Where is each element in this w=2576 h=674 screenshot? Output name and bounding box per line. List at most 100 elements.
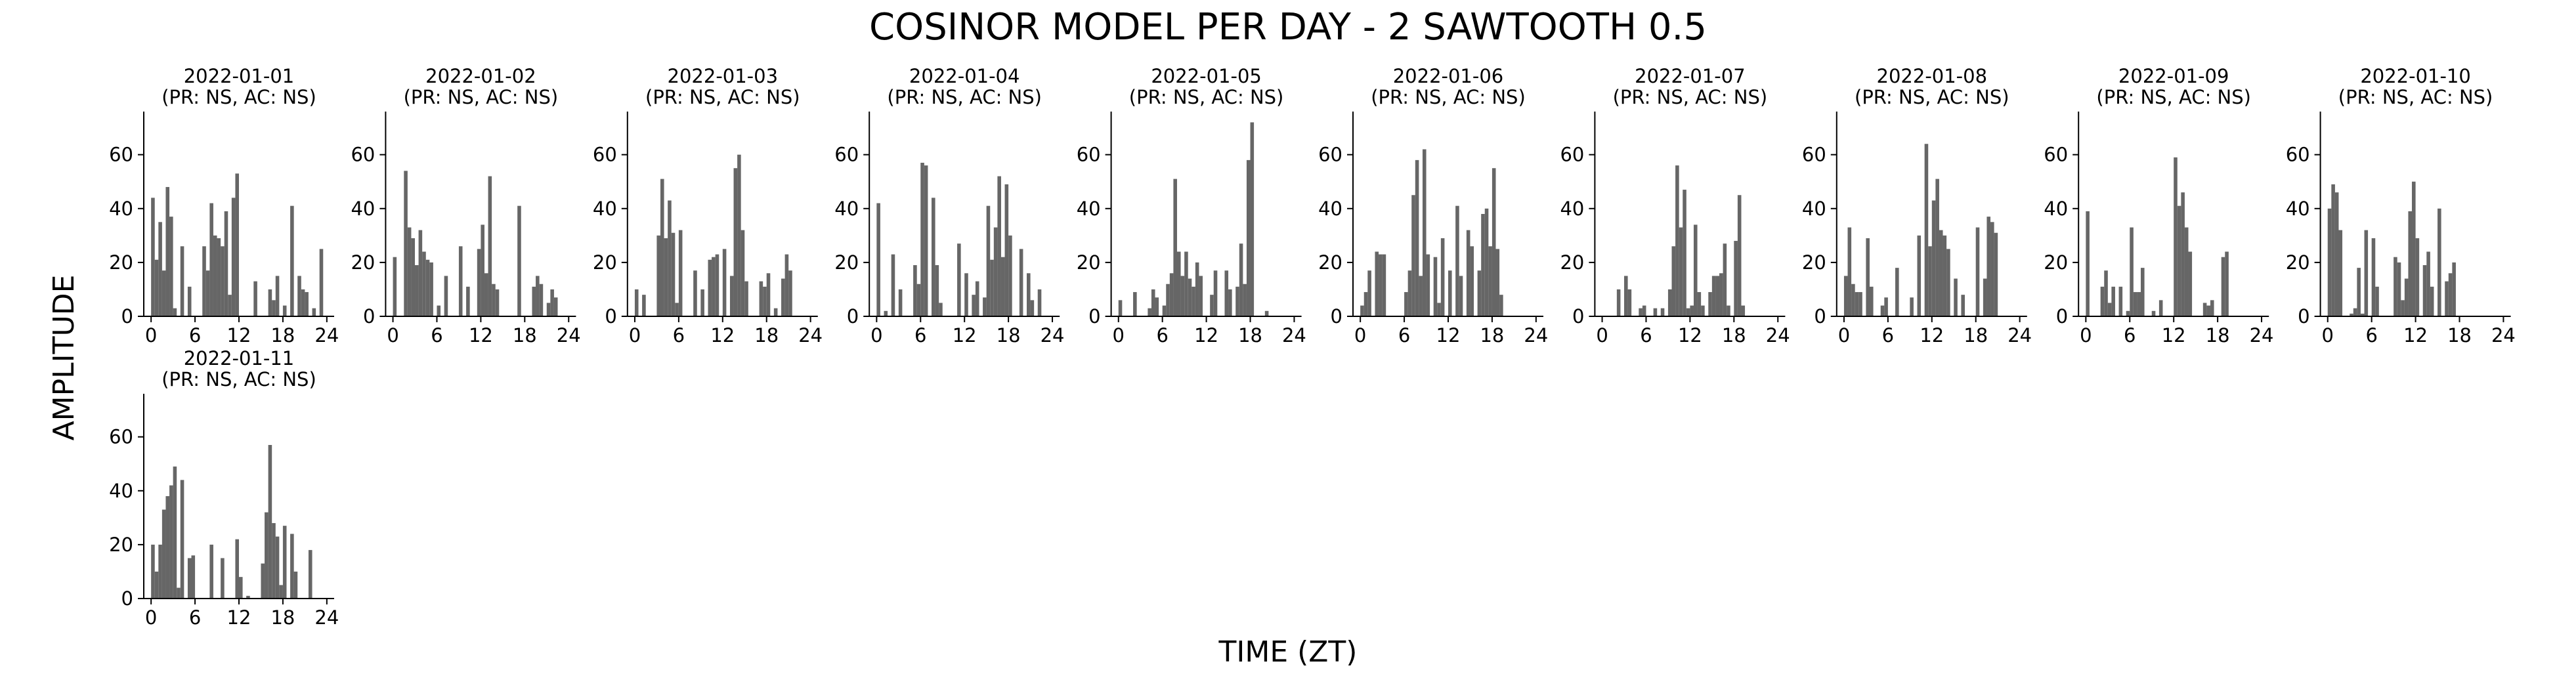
- bar: [1195, 262, 1199, 316]
- bar: [957, 243, 961, 316]
- bar: [1162, 305, 1167, 316]
- bar: [916, 284, 921, 316]
- bar: [2202, 303, 2207, 316]
- bar: [161, 509, 166, 599]
- x-tick-label: 6: [189, 606, 201, 629]
- bar: [202, 246, 206, 316]
- bar: [733, 168, 738, 316]
- bar: [1213, 270, 1218, 316]
- bar: [297, 276, 301, 316]
- bar: [972, 295, 976, 316]
- bar: [2206, 305, 2210, 316]
- bar: [2210, 300, 2214, 316]
- x-tick-label: 24: [314, 606, 339, 629]
- panel-2022-01-10: 2022-01-10(PR: NS, AC: NS) 0 6 12 18 24 0 20 40 6…: [2286, 65, 2516, 347]
- y-tick-label: 0: [847, 305, 859, 327]
- y-tick-label: 40: [109, 480, 133, 502]
- bar: [1173, 179, 1177, 316]
- bar: [1246, 159, 1251, 316]
- bar: [312, 308, 316, 316]
- bar: [158, 544, 162, 599]
- x-tick-label: 24: [798, 324, 823, 347]
- bar: [437, 305, 441, 316]
- bar: [1983, 278, 1987, 316]
- x-tick-label: 6: [189, 324, 201, 347]
- bar: [1433, 257, 1438, 316]
- bar: [1616, 289, 1621, 316]
- bar: [2422, 265, 2427, 316]
- bar: [1994, 232, 1998, 316]
- panel-date-title: 2022-01-10: [2360, 65, 2471, 87]
- x-tick-label: 24: [2007, 324, 2032, 347]
- bar: [1180, 276, 1185, 316]
- bar: [1239, 243, 1243, 316]
- panels-group: 2022-01-01(PR: NS, AC: NS)0 6 12 18 24020406…: [109, 65, 2516, 629]
- panel-2022-01-11: 2022-01-11(PR: NS, AC: NS) 0 6 12 18 24 0 20 40 6…: [109, 347, 339, 629]
- bar: [268, 289, 272, 316]
- bar: [675, 303, 679, 316]
- bar: [1683, 190, 1686, 316]
- x-tick-label: 6: [431, 324, 442, 347]
- x-tick-label: 18: [270, 606, 295, 629]
- bar: [660, 179, 664, 316]
- bar: [1004, 184, 1009, 316]
- bar: [1693, 224, 1698, 316]
- bar: [2334, 192, 2339, 316]
- x-tick-label: 0: [387, 324, 398, 347]
- bar: [1488, 246, 1492, 316]
- panel-date-title: 2022-01-07: [1635, 65, 1746, 87]
- y-tick-label: 40: [1077, 198, 1101, 220]
- bar: [1855, 292, 1859, 316]
- bar: [1407, 270, 1412, 316]
- panel-2022-01-06: 2022-01-06(PR: NS, AC: NS) 0 6 12 18 24 0 20 40 6…: [1318, 65, 1548, 347]
- bar: [2353, 308, 2357, 316]
- bar: [261, 563, 265, 599]
- bar: [418, 230, 423, 316]
- y-tick-label: 60: [109, 426, 133, 448]
- bar: [539, 284, 544, 316]
- bar: [1243, 284, 1247, 316]
- bar: [671, 232, 676, 316]
- x-tick-label: 24: [314, 324, 339, 347]
- bar: [2375, 286, 2379, 316]
- bar: [2107, 303, 2112, 316]
- x-tick-label: 24: [1766, 324, 1790, 347]
- bar: [458, 246, 463, 316]
- bar: [2104, 270, 2108, 316]
- panel-2022-01-04: 2022-01-04(PR: NS, AC: NS) 0 6 12 18 24 0 20 40 6…: [834, 65, 1064, 347]
- y-tick-label: 20: [1077, 251, 1101, 274]
- bar: [265, 512, 268, 599]
- x-tick-label: 24: [1041, 324, 1065, 347]
- bar: [1448, 270, 1452, 316]
- bar: [1675, 165, 1679, 316]
- y-tick-label: 0: [2298, 305, 2309, 327]
- panel-date-title: 2022-01-05: [1151, 65, 1262, 87]
- bar: [744, 281, 748, 316]
- bar: [2331, 184, 2335, 316]
- bar: [550, 289, 554, 316]
- bar: [1455, 205, 1459, 316]
- x-tick-label: 6: [1882, 324, 1894, 347]
- bar: [1411, 195, 1415, 316]
- bar: [678, 230, 683, 316]
- panel-stats-subtitle: (PR: NS, AC: NS): [1855, 86, 2009, 108]
- y-tick-label: 20: [1318, 251, 1342, 274]
- y-tick-label: 40: [2044, 198, 2068, 220]
- bar: [1184, 251, 1188, 316]
- bar: [213, 235, 217, 316]
- bar: [1734, 241, 1738, 316]
- bar: [2401, 300, 2405, 316]
- panel-stats-subtitle: (PR: NS, AC: NS): [161, 86, 316, 108]
- bar: [1210, 295, 1214, 316]
- bar: [407, 227, 412, 316]
- bar: [151, 544, 155, 599]
- bar: [1191, 286, 1195, 316]
- bar: [1667, 289, 1672, 316]
- bar: [964, 273, 968, 316]
- x-tick-label: 12: [710, 324, 735, 347]
- x-tick-label: 0: [1113, 324, 1125, 347]
- bar: [275, 536, 280, 599]
- panel-2022-01-02: 2022-01-02(PR: NS, AC: NS) 0 6 12 18 24 0 20 40 6…: [351, 65, 580, 347]
- panel-date-title: 2022-01-03: [668, 65, 779, 87]
